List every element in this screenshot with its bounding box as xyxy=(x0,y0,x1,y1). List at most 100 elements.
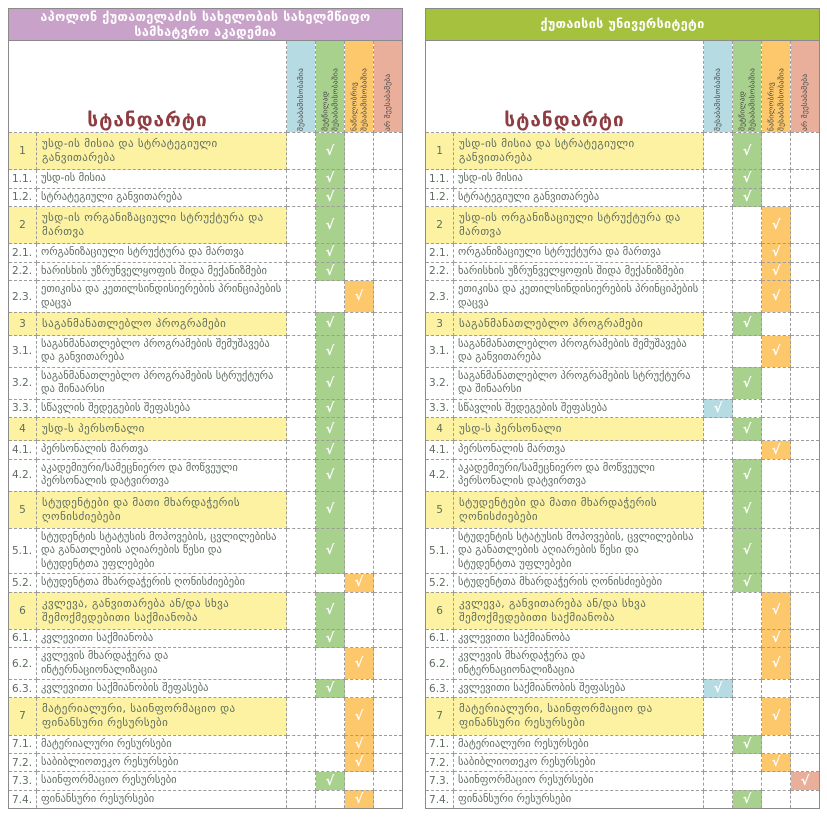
table-row: 7.4. ფინანსური რესურსები √ xyxy=(425,789,821,810)
status-cell-red xyxy=(372,335,404,368)
standard-text: ხარისხის უზრუნველყოფის შიდა მექანიზმები xyxy=(36,261,287,282)
check-mark-blue: √ xyxy=(703,678,734,699)
status-cell-red xyxy=(372,206,404,245)
standard-text: უსდ-ის მისია და სტრატეგიული განვითარება xyxy=(453,131,705,171)
standard-text: საგანმანათლებლო პროგრამების სტრუქტურა და… xyxy=(453,366,705,400)
status-cell-orange xyxy=(761,187,792,208)
check-mark-blue: √ xyxy=(703,398,734,419)
check-mark-green: √ xyxy=(315,169,345,189)
status-cell-blue xyxy=(286,697,316,736)
check-mark-green: √ xyxy=(315,490,345,529)
standard-text: ხარისხის უზრუნველყოფის შიდა მექანიზმები xyxy=(453,261,705,282)
check-mark-green: √ xyxy=(732,131,763,171)
table-row: 2.3. ეთიკისა და კეთილსინდისიერების პრინცი… xyxy=(425,280,821,313)
standard-text: უსდ-ის ორგანიზაციული სტრუქტურა და მართვა xyxy=(36,206,287,245)
check-mark-orange: √ xyxy=(761,591,792,630)
row-number: 2.1. xyxy=(8,243,37,263)
check-mark-green: √ xyxy=(732,366,763,400)
status-cell-green xyxy=(732,243,763,263)
column-label: არ შეესაბამება xyxy=(383,73,393,131)
row-number: 5.2. xyxy=(425,573,455,593)
status-cell-orange xyxy=(761,131,792,171)
status-cell-red xyxy=(790,734,821,755)
standard-text: კვლევის მხარდაჭერა და ინტერნაციონალიზაცი… xyxy=(453,647,705,680)
table-row: 4.1. პერსონალის მართვა √ xyxy=(8,440,404,460)
row-number: 5.1. xyxy=(425,527,455,575)
status-cell-orange xyxy=(344,366,374,400)
check-mark-green: √ xyxy=(315,243,345,263)
standard-text: საგანმანათლებლო პროგრამები xyxy=(453,311,705,337)
table-row: 1.2. სტრატეგიული განვითარება √ xyxy=(425,187,821,208)
status-cell-blue xyxy=(286,261,316,282)
status-cell-blue xyxy=(703,280,734,313)
column-header-compliant: შესაბამისობაშია xyxy=(286,40,316,133)
check-mark-orange: √ xyxy=(761,335,792,368)
table-row: 5 სტუდენტები და მათი მხარდაჭერის ღონისძიე… xyxy=(8,490,404,529)
standard-text: საგანმანათლებლო პროგრამების სტრუქტურა და… xyxy=(36,366,287,400)
status-cell-blue xyxy=(703,366,734,400)
table-row: 2 უსდ-ის ორგანიზაციული სტრუქტურა და მართვ… xyxy=(8,206,404,245)
status-cell-blue xyxy=(286,206,316,245)
status-cell-blue xyxy=(703,789,734,810)
status-cell-orange xyxy=(761,734,792,755)
standard-text: საბიბლიოთეკო რესურსები xyxy=(453,752,705,773)
row-number: 3 xyxy=(425,311,455,337)
row-number: 7.1. xyxy=(8,734,37,755)
check-mark-green: √ xyxy=(315,335,345,368)
status-cell-blue xyxy=(286,131,316,171)
table-row: 5.2. სტუდენტთა მხარდაჭერის ღონისძიებები √ xyxy=(425,573,821,593)
check-mark-green: √ xyxy=(315,678,345,699)
table-row: 2.2. ხარისხის უზრუნველყოფის შიდა მექანიზმ… xyxy=(8,261,404,282)
status-cell-orange xyxy=(761,366,792,400)
status-cell-red xyxy=(372,628,404,649)
status-cell-orange xyxy=(761,169,792,189)
table-row: 2.3. ეთიკისა და კეთილსინდისიერების პრინცი… xyxy=(8,280,404,313)
status-cell-orange xyxy=(344,261,374,282)
check-mark-green: √ xyxy=(315,417,345,442)
row-number: 3.1. xyxy=(425,335,455,368)
table-header-row: სტანდარტი შესაბამისობაშია მეტწილად შესაბ… xyxy=(8,40,404,133)
row-number: 7 xyxy=(8,697,37,736)
standard-text: სტრატეგიული განვითარება xyxy=(36,187,287,208)
status-cell-blue xyxy=(703,131,734,171)
standard-text: ორგანიზაციული სტრუქტურა და მართვა xyxy=(36,243,287,263)
status-cell-red xyxy=(790,261,821,282)
status-cell-red xyxy=(790,335,821,368)
status-cell-blue xyxy=(703,734,734,755)
status-cell-blue xyxy=(286,527,316,575)
table-row: 6.2. კვლევის მხარდაჭერა და ინტერნაციონალი… xyxy=(8,647,404,680)
row-number: 3.1. xyxy=(8,335,37,368)
row-number: 1.2. xyxy=(8,187,37,208)
standard-text: სტრატეგიული განვითარება xyxy=(453,187,705,208)
table-row: 2.2. ხარისხის უზრუნველყოფის შიდა მექანიზმ… xyxy=(425,261,821,282)
table-row: 3 საგანმანათლებლო პროგრამები √ xyxy=(425,311,821,337)
row-number: 4.1. xyxy=(425,440,455,460)
standard-text: კვლევა, განვითარება ან/და სხვა შემოქმედე… xyxy=(453,591,705,630)
table-row: 6 კვლევა, განვითარება ან/და სხვა შემოქმედ… xyxy=(8,591,404,630)
table-row: 2.1. ორგანიზაციული სტრუქტურა და მართვა √ xyxy=(8,243,404,263)
standard-text: საგანმანათლებლო პროგრამების შემუშავება დ… xyxy=(36,335,287,368)
row-number: 3 xyxy=(8,311,37,337)
check-mark-green: √ xyxy=(315,527,345,575)
status-cell-blue xyxy=(286,243,316,263)
status-cell-blue xyxy=(286,678,316,699)
table-row: 4 უსდ-ს პერსონალი √ xyxy=(425,417,821,442)
column-header-not-compliant: არ შეესაბამება xyxy=(790,40,821,133)
check-mark-orange: √ xyxy=(344,647,374,680)
standard-text: სწავლის შედეგების შეფასება xyxy=(36,398,287,419)
status-cell-orange xyxy=(344,311,374,337)
status-cell-blue xyxy=(286,752,316,773)
status-cell-orange xyxy=(344,591,374,630)
status-cell-red xyxy=(372,131,404,171)
row-number: 7 xyxy=(425,697,455,736)
check-mark-orange: √ xyxy=(761,206,792,245)
check-mark-green: √ xyxy=(732,458,763,492)
status-cell-green xyxy=(732,591,763,630)
row-number: 4 xyxy=(8,417,37,442)
table-row: 7.2. საბიბლიოთეკო რესურსები √ xyxy=(8,752,404,773)
row-number: 5.2. xyxy=(8,573,37,593)
standard-text: კვლევითი საქმიანობის შეფასება xyxy=(36,678,287,699)
status-cell-green xyxy=(315,647,345,680)
status-cell-blue xyxy=(286,335,316,368)
